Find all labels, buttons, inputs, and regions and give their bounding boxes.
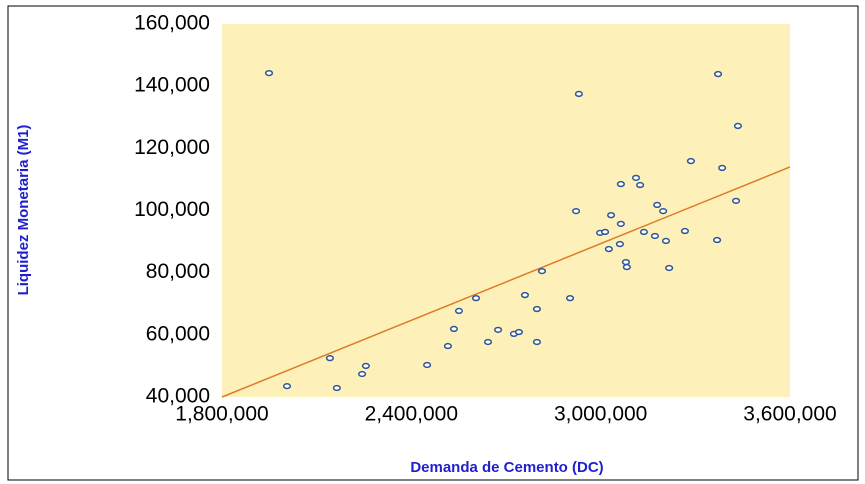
point: [494, 326, 503, 334]
point: [325, 354, 334, 362]
point: [483, 338, 493, 346]
point: [332, 384, 341, 392]
point: [361, 362, 370, 370]
y-tick-label: 40,000: [146, 385, 210, 408]
y-axis-label: Liquidez Monetaria (M1): [15, 125, 32, 296]
point: [653, 201, 662, 209]
point: [358, 370, 367, 378]
x-axis-label: Demanda de Cemento (DC): [410, 459, 603, 476]
x-tick-label: 3,000,000: [554, 403, 647, 426]
point: [621, 258, 630, 266]
point: [514, 328, 523, 336]
point: [659, 207, 668, 215]
point: [636, 181, 645, 189]
x-tick-label: 2,400,000: [365, 403, 458, 426]
point: [616, 180, 625, 188]
point: [566, 295, 575, 302]
point: [572, 207, 581, 215]
point: [639, 228, 648, 236]
point: [574, 90, 583, 98]
point: [718, 164, 727, 172]
point: [282, 382, 292, 390]
point: [622, 263, 631, 271]
point: [733, 122, 742, 130]
point: [607, 212, 616, 219]
point: [713, 236, 722, 244]
trend-line: [221, 166, 791, 398]
point: [532, 305, 541, 313]
y-tick-label: 60,000: [146, 322, 210, 345]
point: [616, 220, 625, 228]
point: [449, 325, 458, 333]
y-tick-label: 80,000: [146, 260, 210, 283]
point: [686, 157, 695, 165]
plot-area: [222, 24, 790, 397]
point: [520, 291, 529, 299]
point: [264, 69, 274, 77]
point: [714, 70, 723, 78]
point: [532, 338, 541, 346]
point: [537, 267, 547, 275]
point: [665, 264, 674, 272]
point: [661, 237, 671, 245]
y-tick-label: 140,000: [134, 74, 210, 97]
x-tick-label: 3,600,000: [743, 403, 836, 426]
point: [615, 240, 624, 248]
point: [604, 245, 613, 253]
x-tick-label: 1,800,000: [175, 403, 268, 426]
y-tick-label: 160,000: [134, 12, 210, 35]
point: [731, 197, 741, 205]
point: [680, 227, 689, 235]
point: [601, 228, 610, 236]
y-tick-label: 100,000: [134, 198, 210, 221]
point: [631, 174, 641, 182]
point: [471, 295, 481, 302]
point: [650, 232, 659, 240]
point: [454, 307, 464, 315]
point: [443, 342, 452, 350]
y-tick-label: 120,000: [134, 136, 210, 159]
point: [423, 361, 432, 369]
